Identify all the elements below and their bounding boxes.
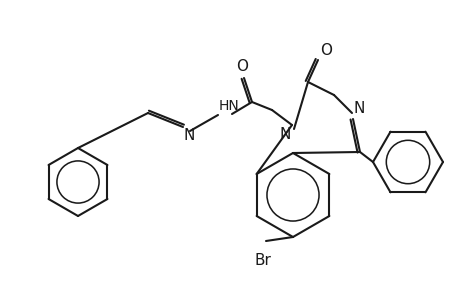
- Text: N: N: [353, 101, 364, 116]
- Text: HN: HN: [218, 99, 239, 113]
- Text: N: N: [279, 127, 291, 142]
- Text: Br: Br: [254, 253, 271, 268]
- Text: O: O: [235, 59, 247, 74]
- Text: O: O: [319, 43, 331, 58]
- Text: N: N: [184, 128, 195, 143]
